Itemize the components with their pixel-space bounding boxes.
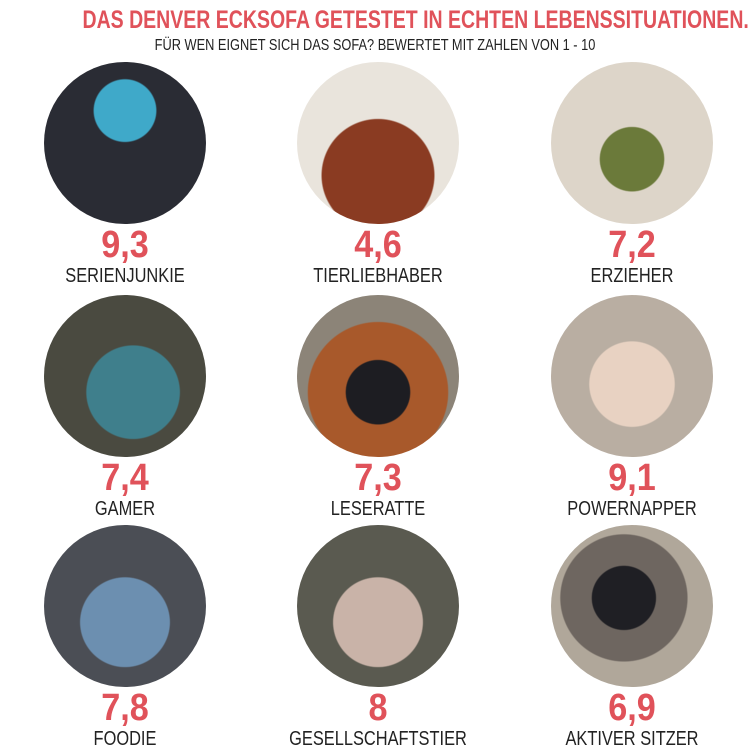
page-subtitle: FÜR WEN EIGNET SICH DAS SOFA? BEWERTET M… [154,37,596,54]
photo-foodie [44,525,206,687]
photo-gesellschaftstier [297,525,459,687]
photo-powernapper [551,295,713,457]
rating-card: 9,3 SERIENJUNKIE [5,62,245,288]
type-label: LESERATTE [330,498,426,520]
photo-tierliebhaber [297,62,459,224]
photo-leseratte [297,295,459,457]
type-label: GESELLSCHAFTSTIER [289,728,467,750]
page-title: DAS DENVER ECKSOFA GETESTET IN ECHTEN LE… [82,6,749,34]
type-label: ERZIEHER [590,265,674,287]
score: 4,6 [354,224,402,266]
photo-erzieher [551,62,713,224]
rating-card: 7,3 LESERATTE [258,295,498,521]
rating-card: 7,2 ERZIEHER [512,62,750,288]
type-label: AKTIVER SITZER [565,728,699,750]
photo-serienjunkie [44,62,206,224]
score: 7,2 [608,224,656,266]
photo-gamer [44,295,206,457]
rating-card: 8 GESELLSCHAFTSTIER [258,525,498,751]
type-label: SERIENJUNKIE [65,265,185,287]
rating-card: 4,6 TIERLIEBHABER [258,62,498,288]
rating-card: 9,1 POWERNAPPER [512,295,750,521]
rating-card: 7,8 FOODIE [5,525,245,751]
type-label: POWERNAPPER [567,498,697,520]
score: 7,8 [101,687,149,729]
score: 9,3 [101,224,149,266]
score: 7,4 [101,457,149,499]
score: 6,9 [608,687,656,729]
score: 8 [368,687,388,729]
score: 7,3 [354,457,402,499]
type-label: TIERLIEBHABER [313,265,443,287]
photo-aktiver-sitzer [551,525,713,687]
score: 9,1 [608,457,656,499]
rating-card: 7,4 GAMER [5,295,245,521]
type-label: GAMER [94,498,156,520]
rating-card: 6,9 AKTIVER SITZER [512,525,750,751]
type-label: FOODIE [93,728,157,750]
